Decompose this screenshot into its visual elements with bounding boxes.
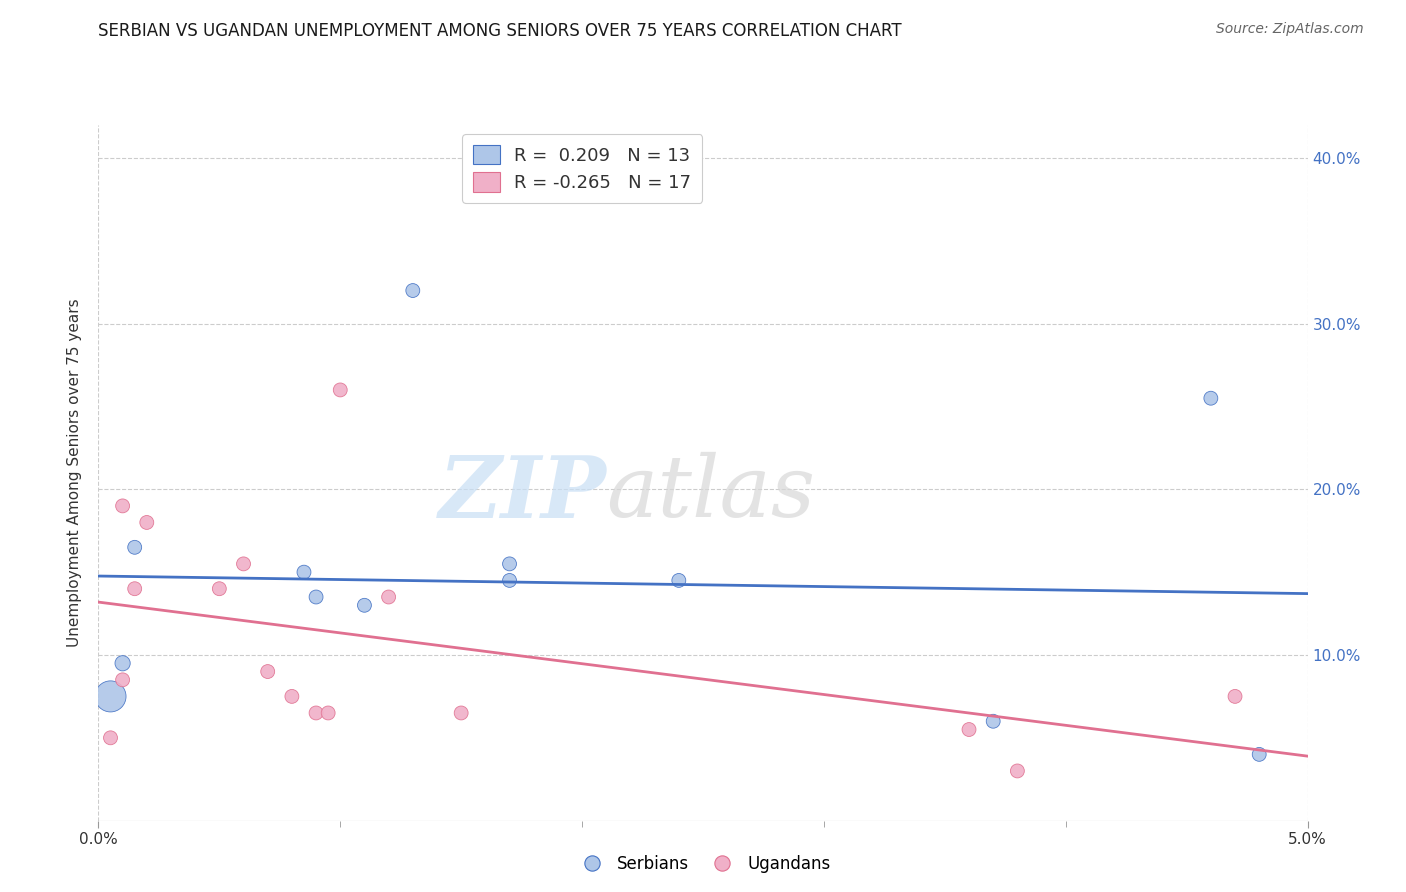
Text: SERBIAN VS UGANDAN UNEMPLOYMENT AMONG SENIORS OVER 75 YEARS CORRELATION CHART: SERBIAN VS UGANDAN UNEMPLOYMENT AMONG SE…	[98, 22, 903, 40]
Point	[111, 499, 134, 513]
Point	[111, 657, 134, 671]
Point	[377, 590, 399, 604]
Point	[232, 557, 254, 571]
Point	[981, 714, 1004, 729]
Point	[316, 706, 339, 720]
Text: Source: ZipAtlas.com: Source: ZipAtlas.com	[1216, 22, 1364, 37]
Point	[100, 690, 122, 704]
Point	[668, 574, 690, 588]
Legend: R =  0.209   N = 13, R = -0.265   N = 17: R = 0.209 N = 13, R = -0.265 N = 17	[463, 134, 702, 202]
Point	[402, 284, 425, 298]
Point	[292, 565, 315, 579]
Point	[208, 582, 231, 596]
Point	[498, 574, 520, 588]
Point	[1007, 764, 1029, 778]
Legend: Serbians, Ugandans: Serbians, Ugandans	[568, 848, 838, 880]
Point	[124, 582, 146, 596]
Point	[256, 665, 278, 679]
Point	[329, 383, 352, 397]
Point	[111, 673, 134, 687]
Point	[305, 706, 328, 720]
Point	[498, 557, 520, 571]
Point	[135, 516, 157, 530]
Point	[450, 706, 472, 720]
Y-axis label: Unemployment Among Seniors over 75 years: Unemployment Among Seniors over 75 years	[67, 299, 83, 647]
Point	[100, 731, 122, 745]
Point	[1223, 690, 1246, 704]
Text: atlas: atlas	[606, 452, 815, 535]
Point	[281, 690, 304, 704]
Text: ZIP: ZIP	[439, 452, 606, 535]
Point	[1249, 747, 1271, 762]
Point	[305, 590, 328, 604]
Point	[353, 599, 375, 613]
Point	[1199, 391, 1222, 405]
Point	[957, 723, 980, 737]
Point	[124, 541, 146, 555]
